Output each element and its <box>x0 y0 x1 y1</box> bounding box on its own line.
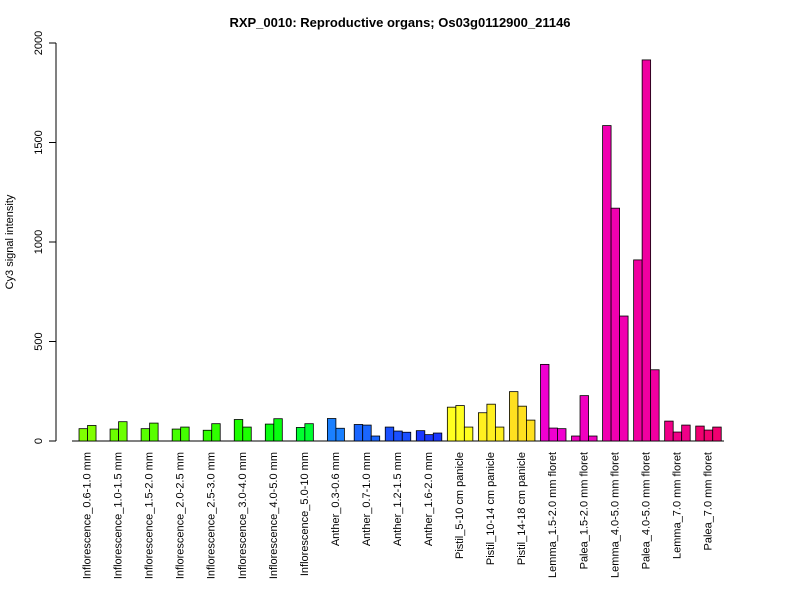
bar <box>393 430 403 442</box>
bar <box>526 419 536 442</box>
bar <box>109 428 119 442</box>
x-tick-label: Lemma_7.0 mm floret <box>671 452 683 559</box>
x-tick-label: Inflorescence_1.0-1.5 mm <box>113 452 125 579</box>
bar <box>118 421 128 442</box>
y-tick-label: 2000 <box>33 31 45 55</box>
bar <box>362 424 372 442</box>
bar <box>579 395 589 442</box>
x-tick-label: Palea_4.0-5.0 mm floret <box>640 452 652 569</box>
bar <box>171 428 182 442</box>
bar <box>242 426 252 442</box>
bar <box>588 435 598 442</box>
y-axis-label: Cy3 signal intensity <box>4 194 16 289</box>
bar <box>353 424 364 442</box>
y-tick-label: 1500 <box>33 130 45 154</box>
bar <box>695 425 705 442</box>
bar <box>304 423 314 442</box>
x-tick-label: Inflorescence_5.0-10 mm <box>299 452 311 576</box>
x-tick-label: Palea_1.5-2.0 mm floret <box>578 452 590 569</box>
bar <box>619 315 629 442</box>
bars <box>72 59 724 442</box>
x-tick-label: Inflorescence_4.0-5.0 mm <box>268 452 280 579</box>
bar <box>633 259 643 442</box>
x-tick-label: Inflorescence_3.0-4.0 mm <box>237 452 249 579</box>
bar <box>370 435 381 442</box>
y-tick-label: 1000 <box>33 230 45 254</box>
bar <box>641 59 652 442</box>
bar <box>180 426 190 442</box>
x-tick-label: Pistil_10-14 cm panicle <box>485 452 497 565</box>
bar <box>264 423 275 442</box>
bar <box>602 125 612 442</box>
bar <box>273 418 283 442</box>
bar <box>87 425 97 442</box>
bar <box>335 427 345 442</box>
x-tick-label: Pistil_14-18 cm panicle <box>516 452 528 565</box>
y-tick-label: 500 <box>33 332 45 350</box>
x-tick-label: Anther_0.7-1.0 mm <box>361 452 373 546</box>
x-tick-label: Lemma_1.5-2.0 mm floret <box>547 452 559 578</box>
bar <box>149 422 159 442</box>
bar <box>295 427 306 442</box>
bar <box>703 429 714 442</box>
x-tick-label: Anther_1.6-2.0 mm <box>423 452 435 546</box>
bar <box>401 431 412 442</box>
bar <box>712 426 722 442</box>
chart-title: RXP_0010: Reproductive organs; Os03g0112… <box>229 15 570 30</box>
bar <box>557 428 567 442</box>
bar <box>463 426 474 442</box>
x-tick-label: Inflorescence_0.6-1.0 mm <box>82 452 94 579</box>
bar <box>432 432 443 442</box>
x-tick-label: Inflorescence_2.5-3.0 mm <box>206 452 218 579</box>
bar <box>486 403 496 442</box>
bar <box>681 424 691 442</box>
bar <box>477 412 488 442</box>
bar <box>610 207 620 442</box>
bar <box>650 369 660 442</box>
x-tick-label: Inflorescence_1.5-2.0 mm <box>144 452 156 579</box>
bar <box>233 419 244 442</box>
x-tick-label: Anther_1.2-1.5 mm <box>392 452 404 546</box>
bar <box>517 405 527 442</box>
y-tick-label: 0 <box>33 438 45 444</box>
x-tick-label: Lemma_4.0-5.0 mm floret <box>609 452 621 578</box>
bar <box>509 391 519 442</box>
bar <box>664 420 674 442</box>
bar <box>672 431 683 442</box>
x-tick-label: Palea_7.0 mm floret <box>702 452 714 550</box>
x-tick-label: Inflorescence_2.0-2.5 mm <box>175 452 187 579</box>
bar <box>140 428 151 442</box>
x-axis-labels: Inflorescence_0.6-1.0 mm Inflorescence_1.… <box>82 452 715 579</box>
bar <box>446 406 457 442</box>
x-tick-label: Pistil_5-10 cm panicle <box>454 452 466 559</box>
bar <box>202 429 213 442</box>
bar <box>424 434 434 442</box>
bar <box>415 430 426 442</box>
bar <box>78 428 88 442</box>
bar <box>327 418 337 442</box>
bar <box>211 423 221 442</box>
y-axis: 0 500 1000 1500 2000 <box>33 31 57 444</box>
bar <box>384 426 395 442</box>
bar <box>571 435 581 442</box>
bar <box>494 426 505 442</box>
bar <box>548 427 558 442</box>
x-tick-label: Anther_0.3-0.6 mm <box>330 452 342 546</box>
bar <box>540 363 550 442</box>
bar <box>455 405 465 442</box>
